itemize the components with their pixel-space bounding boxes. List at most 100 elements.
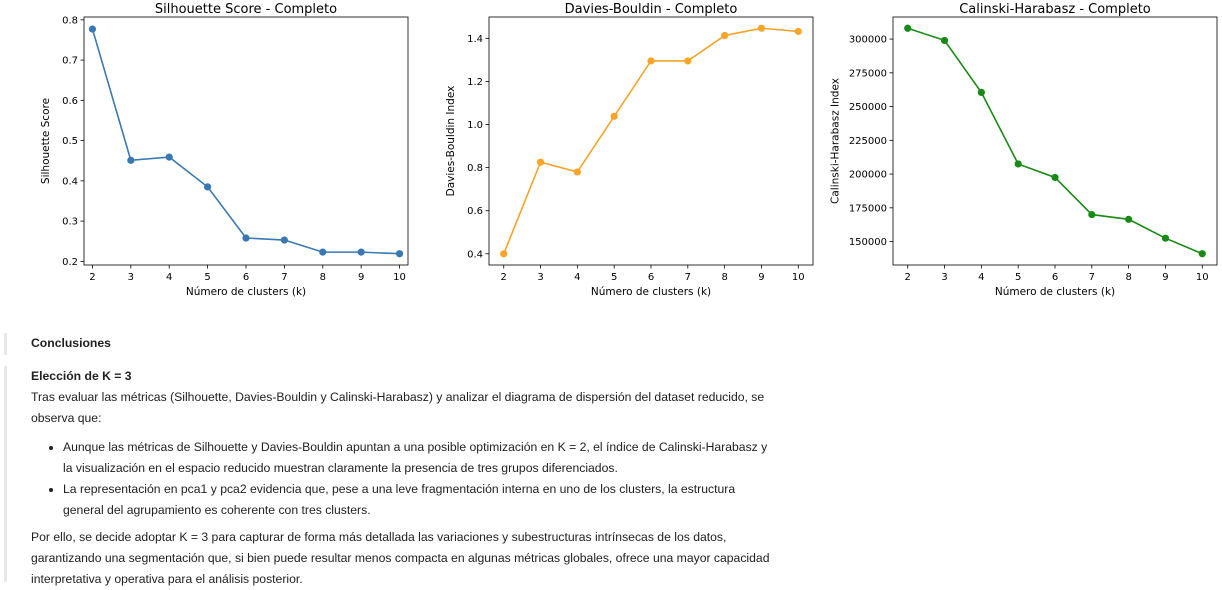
chart-title: Calinski-Harabasz - Completo — [959, 2, 1151, 17]
series-line — [907, 27, 1203, 255]
x-tick-label: 10 — [792, 272, 805, 283]
y-tick-label: 175000 — [849, 203, 887, 214]
markdown-cell-eleccion: Elección de K = 3 Tras evaluar las métri… — [0, 366, 1222, 586]
y-tick-label: 225000 — [849, 136, 887, 147]
y-tick-label: 0.2 — [62, 257, 78, 268]
markdown-cell-conclusiones: Conclusiones — [0, 333, 1222, 355]
x-tick-label: 9 — [358, 272, 364, 283]
y-axis-label: Silhouette Score — [40, 98, 52, 184]
data-point — [1051, 173, 1059, 182]
data-point — [757, 24, 766, 32]
x-axis-label: Número de clusters (k) — [591, 286, 711, 298]
cell-indicator — [4, 366, 7, 582]
x-tick-label: 4 — [574, 272, 580, 283]
x-tick-label: 2 — [501, 272, 507, 283]
y-tick-label: 150000 — [849, 237, 887, 248]
closing-paragraph: Por ello, se decide adoptar K = 3 para c… — [31, 530, 770, 586]
data-point — [319, 248, 327, 256]
y-tick-label: 0.8 — [467, 163, 483, 174]
x-tick-label: 4 — [978, 272, 984, 283]
data-point — [280, 236, 288, 244]
x-tick-label: 6 — [243, 272, 249, 283]
y-tick-label: 275000 — [849, 68, 887, 79]
data-point — [1088, 210, 1096, 219]
y-tick-label: 0.7 — [62, 56, 78, 67]
metrics-charts: Silhouette Score - Completo 2 3 4 5 6 7 8 9 10 0.2… — [40, 2, 1218, 298]
x-axis-label: Número de clusters (k) — [186, 286, 306, 298]
data-point — [395, 250, 404, 258]
y-tick-label: 0.4 — [62, 176, 78, 187]
x-tick-label: 9 — [1162, 272, 1168, 283]
plot-frame — [892, 16, 1218, 266]
y-tick-label: 0.6 — [62, 96, 78, 107]
x-axis-label: Número de clusters (k) — [995, 286, 1115, 298]
y-tick-label: 0.4 — [467, 249, 483, 260]
y-tick-label: 0.6 — [467, 206, 483, 217]
x-tick-label: 7 — [685, 272, 691, 283]
chart-title: Davies-Bouldin - Completo — [565, 2, 738, 17]
data-point — [684, 57, 692, 65]
x-tick-label: 7 — [1089, 272, 1095, 283]
charts-svg: Silhouette Score - Completo 2 3 4 5 6 7 8 9 10 0.2… — [40, 2, 1218, 298]
eleccion-heading: Elección de K = 3 — [31, 369, 132, 383]
data-point — [1125, 215, 1133, 223]
y-tick-label: 300000 — [849, 35, 887, 46]
x-tick-label: 8 — [721, 272, 727, 283]
data-point — [1198, 250, 1206, 258]
data-point — [357, 248, 365, 256]
x-tick-label: 3 — [537, 272, 543, 283]
data-point — [977, 88, 985, 96]
chart-1: Silhouette Score - Completo 2 3 4 5 6 7 8 9 10 0.2… — [40, 2, 409, 298]
x-tick-label: 2 — [905, 272, 911, 283]
data-point — [204, 183, 212, 191]
data-point — [165, 153, 173, 161]
chart-title: Silhouette Score - Completo — [155, 2, 337, 17]
x-tick-label: 8 — [1125, 272, 1131, 283]
series-line — [91, 28, 400, 255]
bullet-item: La representación en pca1 y pca2 evidenc… — [63, 479, 771, 521]
data-point — [647, 57, 655, 65]
data-point — [242, 234, 250, 242]
x-tick-label: 10 — [1196, 272, 1209, 283]
plot-frame — [488, 16, 814, 266]
x-tick-label: 5 — [1015, 272, 1021, 283]
x-tick-label: 6 — [1052, 272, 1058, 283]
x-tick-label: 8 — [320, 272, 326, 283]
data-point — [88, 25, 97, 33]
chart-3: Calinski-Harabasz - Completo 2 3 4 5 6 7 8 9 10 15… — [830, 2, 1218, 298]
cell-indicator — [4, 333, 7, 355]
intro-paragraph: Tras evaluar las métricas (Silhouette, D… — [31, 390, 765, 425]
y-tick-label: 0.5 — [62, 136, 78, 147]
data-point — [904, 24, 912, 32]
x-tick-label: 10 — [393, 272, 406, 283]
data-point — [536, 158, 545, 166]
data-point — [794, 27, 802, 36]
x-tick-label: 6 — [648, 272, 654, 283]
data-point — [500, 250, 508, 258]
bullet-item: Aunque las métricas de Silhouette y Davi… — [63, 437, 771, 479]
bullet-list: Aunque las métricas de Silhouette y Davi… — [31, 437, 771, 521]
y-tick-label: 1.4 — [467, 34, 483, 45]
x-tick-label: 2 — [89, 272, 95, 283]
x-tick-label: 3 — [941, 272, 947, 283]
data-point — [721, 31, 729, 40]
y-tick-label: 250000 — [849, 102, 887, 113]
data-point — [127, 156, 135, 164]
x-tick-label: 9 — [758, 272, 764, 283]
x-tick-label: 7 — [281, 272, 287, 283]
chart-2: Davies-Bouldin - Completo 2 3 4 5 6 7 8 9 10 0.4 0.… — [445, 2, 814, 298]
conclusiones-heading: Conclusiones — [31, 336, 111, 350]
x-tick-label: 5 — [204, 272, 210, 283]
y-tick-label: 0.3 — [62, 217, 78, 228]
plot-frame — [83, 16, 409, 266]
data-point — [1014, 160, 1022, 168]
y-tick-label: 1.2 — [467, 77, 483, 88]
y-axis-label: Calinski-Harabasz Index — [830, 78, 842, 204]
y-tick-label: 200000 — [849, 170, 887, 181]
y-tick-label: 1.0 — [467, 120, 483, 131]
y-axis-label: Davies-Bouldin Index — [445, 86, 457, 197]
y-tick-label: 0.8 — [62, 15, 78, 26]
x-tick-label: 4 — [166, 272, 172, 283]
data-point — [610, 112, 618, 120]
data-point — [573, 168, 581, 176]
